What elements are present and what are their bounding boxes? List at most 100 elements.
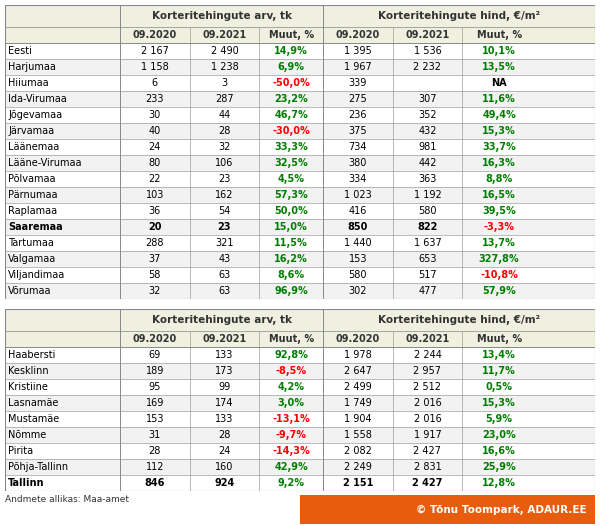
Text: 2 831: 2 831 [413, 462, 442, 472]
Text: 58: 58 [149, 270, 161, 280]
Bar [5, 171, 595, 187]
Text: 133: 133 [215, 350, 233, 360]
Text: 1 192: 1 192 [413, 190, 442, 200]
Text: -14,3%: -14,3% [272, 446, 310, 456]
Text: 2 244: 2 244 [413, 350, 442, 360]
Text: Pirita: Pirita [8, 446, 33, 456]
Text: 174: 174 [215, 398, 234, 408]
Text: 49,4%: 49,4% [482, 110, 516, 120]
Text: 43: 43 [218, 254, 230, 264]
Text: 1 023: 1 023 [344, 190, 371, 200]
Text: 981: 981 [418, 142, 437, 152]
Text: 32,5%: 32,5% [274, 158, 308, 168]
Text: 233: 233 [146, 94, 164, 104]
Text: 13,4%: 13,4% [482, 350, 516, 360]
Text: -8,5%: -8,5% [275, 366, 307, 376]
Text: 09.2020: 09.2020 [133, 30, 177, 40]
Text: Harjumaa: Harjumaa [8, 62, 56, 72]
Text: 28: 28 [218, 126, 230, 136]
Text: 236: 236 [349, 110, 367, 120]
Bar [5, 347, 595, 363]
Text: 133: 133 [215, 414, 233, 424]
Text: 63: 63 [218, 286, 230, 296]
Text: 1 917: 1 917 [413, 430, 442, 440]
Text: 1 978: 1 978 [344, 350, 371, 360]
Text: 352: 352 [418, 110, 437, 120]
Text: 31: 31 [149, 430, 161, 440]
Text: 6: 6 [152, 78, 158, 88]
Text: Andmete allikas: Maa-amet: Andmete allikas: Maa-amet [5, 495, 129, 504]
Bar [5, 251, 595, 267]
Text: 275: 275 [349, 94, 367, 104]
Text: 11,7%: 11,7% [482, 366, 516, 376]
Text: 1 558: 1 558 [344, 430, 372, 440]
Text: 16,6%: 16,6% [482, 446, 516, 456]
Text: 42,9%: 42,9% [274, 462, 308, 472]
Text: 8,8%: 8,8% [485, 174, 513, 184]
Bar [5, 475, 595, 491]
Text: 153: 153 [349, 254, 367, 264]
Text: 9,2%: 9,2% [278, 478, 305, 488]
Text: 734: 734 [349, 142, 367, 152]
Text: 09.2020: 09.2020 [133, 334, 177, 344]
Text: 321: 321 [215, 238, 234, 248]
Text: 162: 162 [215, 190, 234, 200]
Text: 416: 416 [349, 206, 367, 216]
Text: 442: 442 [418, 158, 437, 168]
Text: 2 016: 2 016 [413, 398, 442, 408]
Text: 36: 36 [149, 206, 161, 216]
Text: 2 249: 2 249 [344, 462, 372, 472]
Text: 09.2021: 09.2021 [406, 334, 449, 344]
Text: 103: 103 [146, 190, 164, 200]
Text: 54: 54 [218, 206, 230, 216]
Text: 6,9%: 6,9% [278, 62, 305, 72]
Text: 112: 112 [146, 462, 164, 472]
Text: 1 536: 1 536 [413, 46, 442, 56]
Text: 173: 173 [215, 366, 234, 376]
Text: Tallinn: Tallinn [8, 478, 44, 488]
Text: 15,0%: 15,0% [274, 222, 308, 232]
Text: 2 082: 2 082 [344, 446, 372, 456]
Text: 3,0%: 3,0% [278, 398, 305, 408]
Text: Ida-Virumaa: Ida-Virumaa [8, 94, 67, 104]
Text: © Tõnu Toompark, ADAUR.EE: © Tõnu Toompark, ADAUR.EE [416, 504, 586, 514]
Text: Muut, %: Muut, % [269, 334, 314, 344]
Text: 24: 24 [218, 446, 230, 456]
Text: 2 490: 2 490 [211, 46, 238, 56]
Text: 1 440: 1 440 [344, 238, 371, 248]
Text: Võrumaa: Võrumaa [8, 286, 52, 296]
Text: 2 512: 2 512 [413, 382, 442, 392]
Text: 287: 287 [215, 94, 234, 104]
Text: Eesti: Eesti [8, 46, 32, 56]
Bar [5, 139, 595, 155]
Text: 57,3%: 57,3% [274, 190, 308, 200]
Text: 2 499: 2 499 [344, 382, 371, 392]
Text: 09.2020: 09.2020 [335, 30, 380, 40]
Text: 2 167: 2 167 [141, 46, 169, 56]
Bar [5, 59, 595, 75]
Text: 477: 477 [418, 286, 437, 296]
Text: 25,9%: 25,9% [482, 462, 516, 472]
Text: 653: 653 [418, 254, 437, 264]
Text: 1 238: 1 238 [211, 62, 238, 72]
Text: 288: 288 [146, 238, 164, 248]
Text: Muut, %: Muut, % [476, 334, 521, 344]
Text: 28: 28 [218, 430, 230, 440]
Text: 80: 80 [149, 158, 161, 168]
Text: 13,5%: 13,5% [482, 62, 516, 72]
Text: 1 967: 1 967 [344, 62, 371, 72]
Text: 37: 37 [149, 254, 161, 264]
Text: 09.2020: 09.2020 [335, 334, 380, 344]
Text: 20: 20 [148, 222, 161, 232]
Text: -13,1%: -13,1% [272, 414, 310, 424]
Text: 96,9%: 96,9% [274, 286, 308, 296]
Text: 1 158: 1 158 [141, 62, 169, 72]
Bar [5, 219, 595, 235]
Text: 307: 307 [418, 94, 437, 104]
Bar [5, 283, 595, 299]
Bar [5, 203, 595, 219]
Text: 327,8%: 327,8% [479, 254, 520, 264]
Text: 846: 846 [145, 478, 165, 488]
Bar [5, 43, 595, 59]
Text: 8,6%: 8,6% [278, 270, 305, 280]
